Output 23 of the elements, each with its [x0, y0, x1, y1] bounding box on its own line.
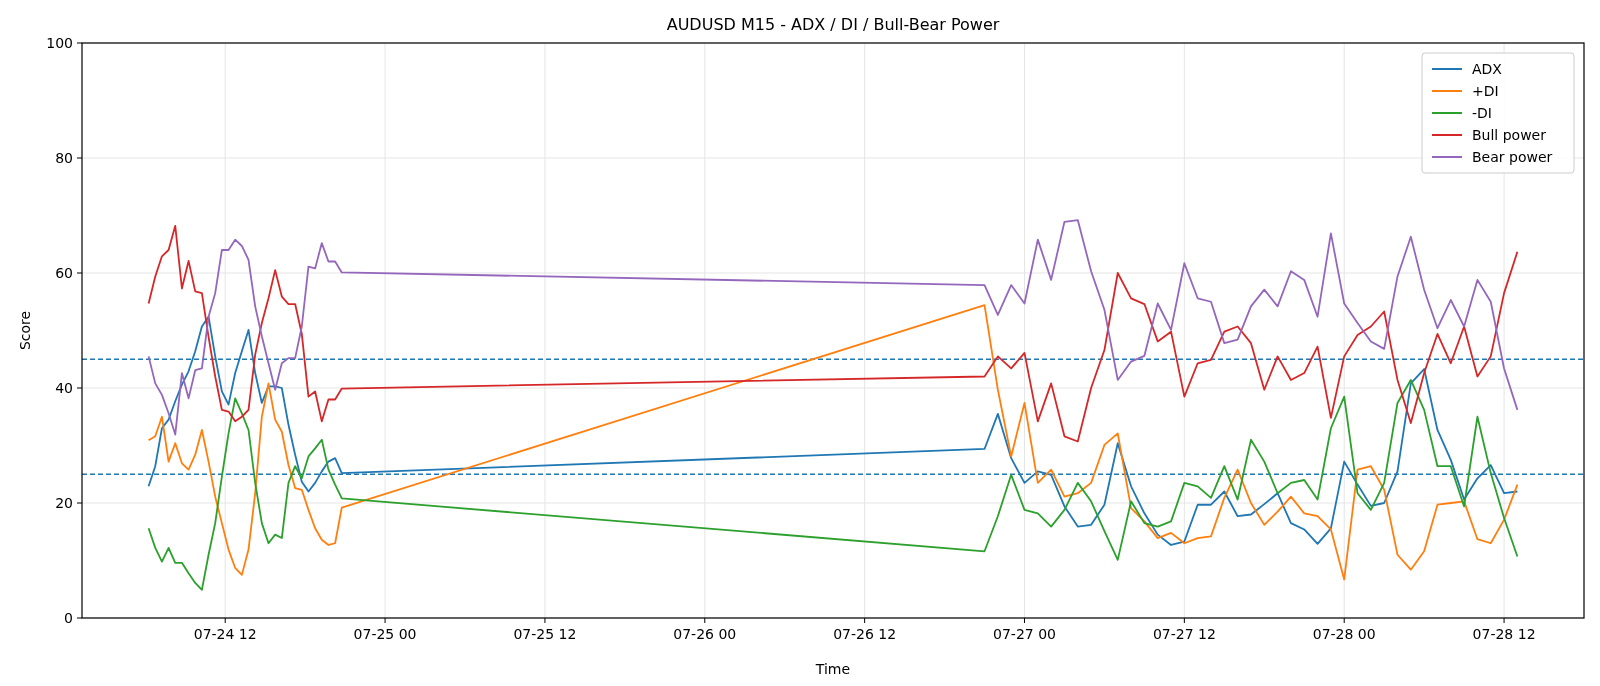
y-tick-label: 20 — [55, 495, 73, 511]
x-tick-label: 07-26 00 — [673, 626, 737, 642]
y-tick-label: 0 — [64, 610, 73, 626]
x-tick-label: 07-24 12 — [193, 626, 257, 642]
x-tick-label: 07-25 00 — [353, 626, 417, 642]
x-tick-label: 07-27 12 — [1152, 626, 1216, 642]
y-tick-label: 100 — [46, 35, 73, 51]
legend-label: Bull power — [1472, 127, 1547, 143]
legend-label: Bear power — [1472, 149, 1553, 165]
x-tick-label: 07-27 00 — [993, 626, 1056, 642]
y-axis-title: Score — [17, 310, 33, 351]
x-tick-label: 07-25 12 — [513, 626, 577, 642]
y-tick-label: 80 — [55, 150, 73, 166]
x-tick-label: 07-28 00 — [1312, 626, 1376, 642]
y-tick-label: 60 — [55, 265, 73, 281]
y-tick-label: 40 — [55, 380, 73, 396]
legend-label: -DI — [1472, 105, 1492, 121]
x-axis-title: Time — [814, 661, 851, 677]
chart-title: AUDUSD M15 - ADX / DI / Bull-Bear Power — [666, 15, 1000, 34]
x-tick-label: 07-28 12 — [1472, 626, 1536, 642]
legend-label: +DI — [1472, 83, 1499, 99]
legend-label: ADX — [1472, 61, 1503, 77]
x-tick-label: 07-26 12 — [833, 626, 897, 642]
